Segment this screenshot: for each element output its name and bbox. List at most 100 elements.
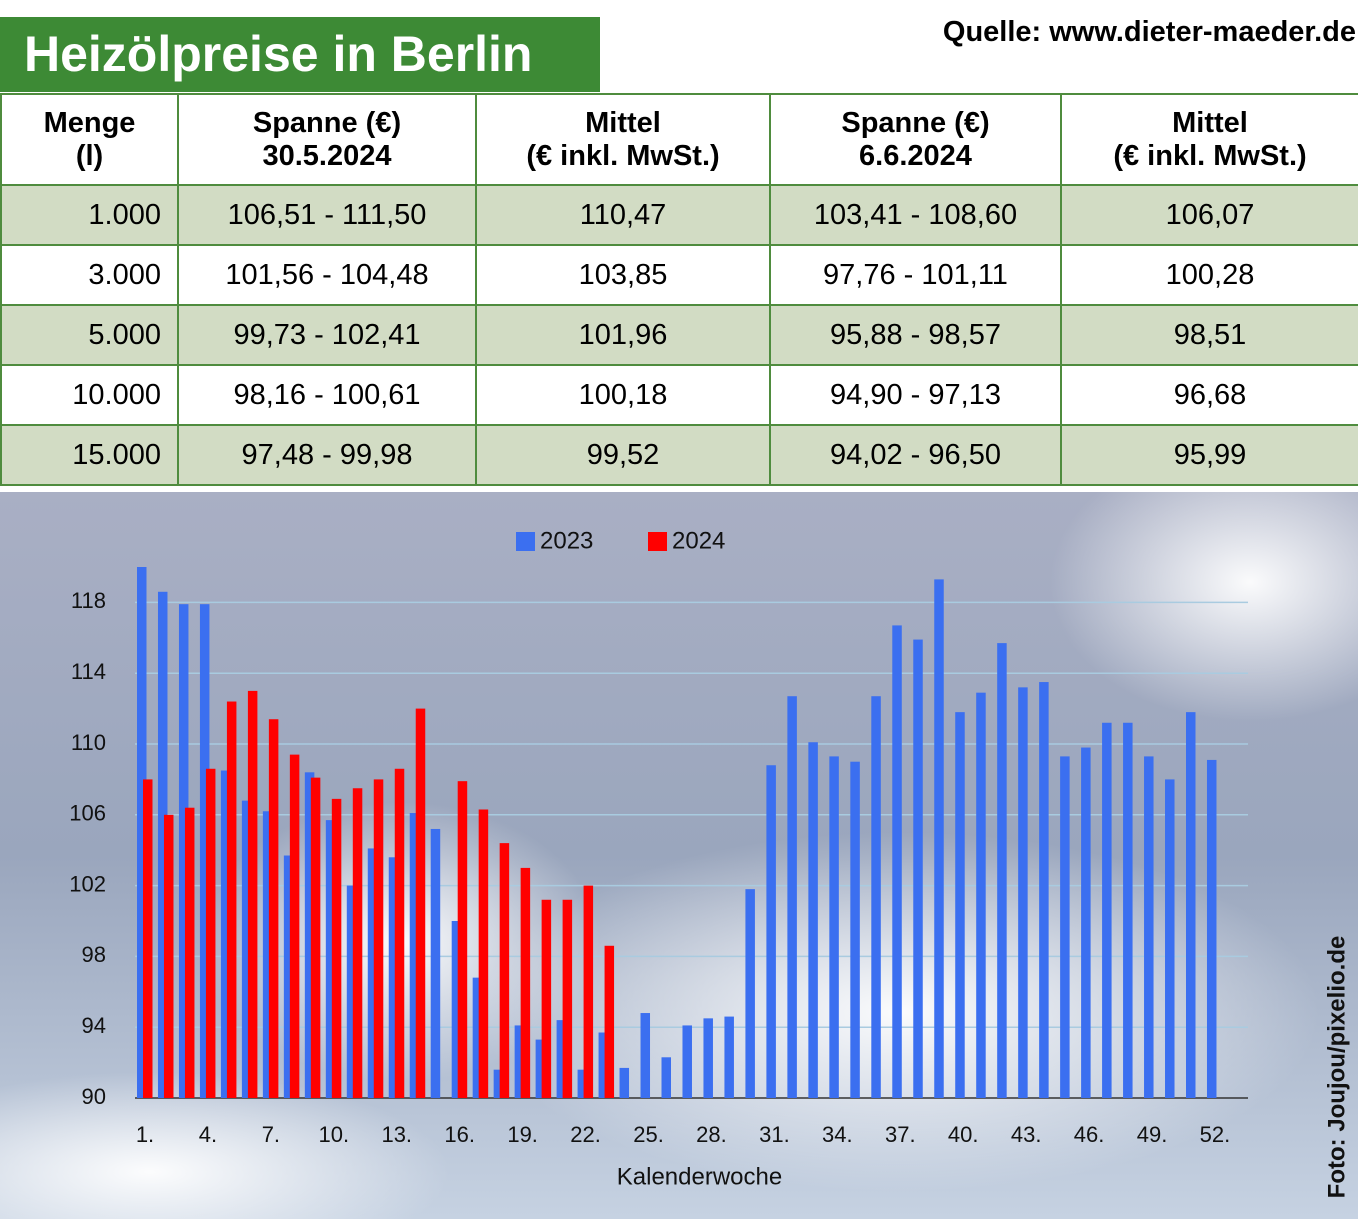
bar [829,756,839,1098]
table-cell: 100,18 [475,364,771,426]
bar [598,1032,609,1098]
bar [1206,759,1217,1098]
bar [745,889,755,1098]
column-header: Menge (l) [0,93,179,186]
price-table: Menge (l) Spanne (€) 30.5.2024 Mittel (€ inkl… [0,93,1358,486]
x-tick-label: 40. [948,1122,979,1147]
x-tick-label: 19. [507,1122,538,1147]
bar [724,1016,734,1098]
table-row: 5.000 99,73 - 102,41 101,96 95,88 - 98,57 98… [0,304,1358,366]
bar [478,809,489,1098]
table-row: 15.000 97,48 - 99,98 99,52 94,02 - 96,50 95,… [0,424,1358,486]
bar [157,591,168,1098]
bar [535,1039,546,1098]
table-cell: 106,51 - 111,50 [177,184,477,246]
bar [577,1069,588,1098]
x-tick-label: 16. [444,1122,475,1147]
bar [163,814,174,1098]
bar [472,977,483,1098]
bar [892,625,902,1098]
bar [1039,682,1049,1098]
table-row: 1.000 106,51 - 111,50 110,47 103,41 - 108,6… [0,184,1358,246]
table-cell: 94,90 - 97,13 [769,364,1062,426]
bar [1060,756,1070,1098]
bar [682,1025,692,1098]
bar [1165,779,1175,1098]
legend-swatch [516,532,535,551]
cloud [1050,492,1358,722]
table-cell: 95,88 - 98,57 [769,304,1062,366]
bar [913,639,923,1098]
bar [457,781,468,1098]
bar [220,770,231,1098]
bar [514,1025,525,1098]
y-tick-label: 106 [69,801,106,826]
table-row: 10.000 98,16 - 100,61 100,18 94,90 - 97,13 9… [0,364,1358,426]
column-header: Mittel (€ inkl. MwSt.) [1060,93,1358,186]
chart: Foto: Joujou/pixelio.de 90 94 98 102 106 110 1… [0,492,1358,1219]
legend-label: 2024 [672,527,725,554]
table-cell: 5.000 [0,304,179,366]
table-cell: 94,02 - 96,50 [769,424,1062,486]
x-axis-label: Kalenderwoche [617,1163,782,1190]
bar [619,1067,630,1098]
table-cell: 106,07 [1060,184,1358,246]
bar [520,867,531,1098]
bar [283,855,294,1098]
bar [766,765,776,1098]
bar [346,885,357,1098]
bar [541,899,552,1098]
source: Quelle: www.dieter-maeder.de [942,16,1356,48]
header-line: (€ inkl. MwSt.) [1113,139,1307,172]
bar [241,800,252,1098]
title: Heizölpreise in Berlin [0,17,600,92]
bar [1081,747,1091,1098]
cloud [0,1072,450,1219]
bar [451,921,462,1098]
table-cell: 96,68 [1060,364,1358,426]
bar [388,857,399,1098]
table-cell: 1.000 [0,184,179,246]
table-cell: 101,96 [475,304,771,366]
header-line: Spanne (€) [841,106,990,139]
bar [1144,756,1154,1098]
table-cell: 10.000 [0,364,179,426]
bar [143,779,153,1098]
x-tick-label: 34. [822,1122,853,1147]
y-tick-label: 94 [82,1013,106,1038]
bar [325,820,336,1098]
bar [304,772,315,1098]
bar [583,885,594,1098]
y-tick-label: 114 [71,659,106,684]
legend-label: 2023 [540,527,593,554]
table-cell: 101,56 - 104,48 [177,244,477,306]
table-cell: 110,47 [475,184,771,246]
bar [499,843,510,1098]
bar [997,643,1007,1098]
bar [247,690,258,1098]
x-tick-label: 4. [199,1122,217,1147]
table-cell: 100,28 [1060,244,1358,306]
bar [871,696,881,1098]
x-tick-label: 28. [696,1122,727,1147]
x-tick-label: 22. [570,1122,601,1147]
bar [205,768,216,1098]
header-line: Mittel [585,106,661,139]
bar [373,779,384,1098]
bar [268,719,279,1098]
x-tick-label: 13. [381,1122,412,1147]
bar [310,777,321,1098]
header-line: Spanne (€) [252,106,402,139]
column-header: Spanne (€) 30.5.2024 [177,93,477,186]
bar [184,807,195,1098]
table-cell: 99,73 - 102,41 [177,304,477,366]
table-row: 3.000 101,56 - 104,48 103,85 97,76 - 101,11… [0,244,1358,306]
table-cell: 99,52 [475,424,771,486]
bar [430,828,441,1098]
y-tick-label: 98 [82,942,106,967]
table-cell: 97,76 - 101,11 [769,244,1062,306]
x-tick-label: 52. [1200,1122,1231,1147]
bar [934,579,944,1098]
x-tick-label: 1. [136,1122,154,1147]
